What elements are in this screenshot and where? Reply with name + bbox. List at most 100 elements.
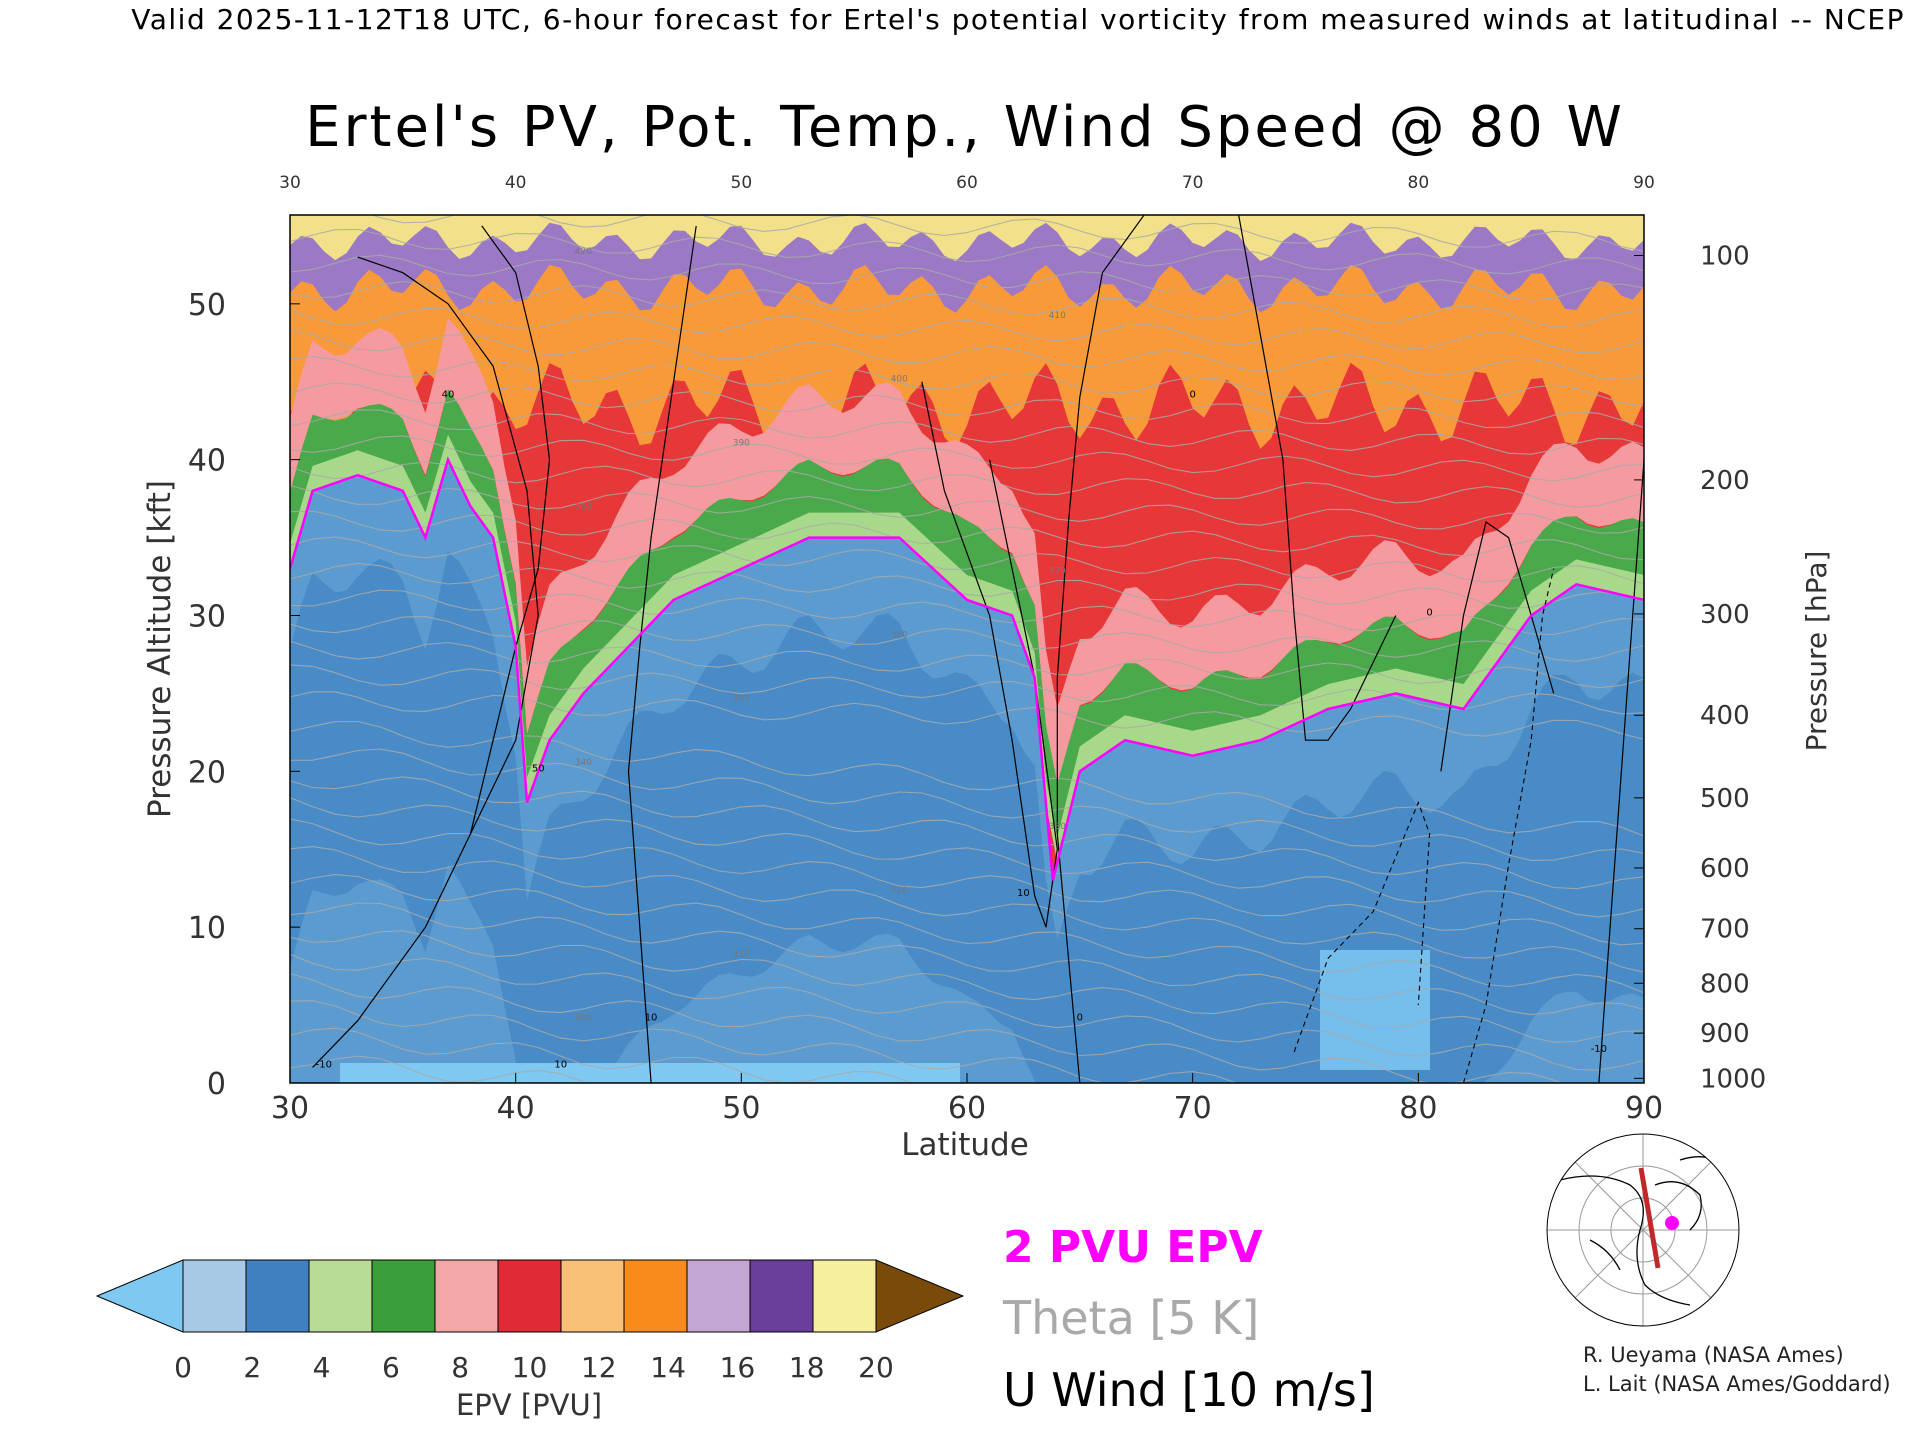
- y-left-tick-label: 0: [207, 1067, 226, 1102]
- theta-line: [290, 846, 1644, 973]
- u-wind-contours: [312, 215, 1644, 1083]
- theta-line: [290, 797, 1644, 918]
- u-wind-line: [627, 225, 697, 1083]
- colorbar-tick-label: 14: [650, 1351, 686, 1384]
- y-left-tick-label: 10: [188, 911, 226, 946]
- theta-line: [290, 307, 1644, 354]
- x-tick-label: 60: [948, 1091, 986, 1126]
- theta-line: [290, 818, 1644, 946]
- theta-line: [290, 228, 1644, 275]
- theta-line: [290, 953, 1644, 1071]
- y-left-tick-label: 30: [188, 599, 226, 634]
- u-wind-line: [921, 381, 1058, 928]
- theta-line: [290, 874, 1644, 994]
- x-axis: 30 40 50 60 70 80 90: [271, 1073, 1663, 1126]
- theta-label: 390: [733, 439, 750, 449]
- u-wind-label: 40: [442, 389, 455, 400]
- theta-line: [290, 1027, 913, 1083]
- u-wind-line: [1440, 521, 1555, 772]
- theta-line: [290, 776, 1644, 890]
- x-tick-label: 30: [271, 1091, 309, 1126]
- u-wind-contour-labels: -10 50 10 10 0 0 0 -10 40 10: [316, 389, 1607, 1070]
- u-wind-label: -10: [316, 1059, 332, 1070]
- x-tick-label: 50: [722, 1091, 760, 1126]
- colorbar-segment: [308, 1259, 373, 1333]
- colorbar-segment: [623, 1259, 688, 1333]
- u-wind-label: 0: [1426, 607, 1432, 618]
- u-wind-label: 0: [1077, 1013, 1083, 1024]
- x-tick-label: 90: [1625, 1091, 1663, 1126]
- colorbar: 0 2 4 6 8 10 12 14 16 18 20: [95, 1259, 965, 1384]
- theta-label: 300: [575, 1014, 592, 1024]
- legend-uwind: U Wind [10 m/s]: [1003, 1363, 1375, 1417]
- top-x-tick-label: 60: [956, 173, 978, 193]
- y-right-tick-label: 1000: [1700, 1064, 1766, 1094]
- u-wind-label: 50: [532, 763, 545, 774]
- x-axis-label: Latitude: [901, 1127, 1029, 1163]
- theta-label: 400: [891, 375, 908, 385]
- top-x-tick-label: 70: [1182, 173, 1204, 193]
- y-right-tick-label: 700: [1700, 915, 1750, 945]
- theta-label: 320: [891, 886, 908, 896]
- theta-line: [290, 562, 1644, 609]
- theta-label: 340: [575, 758, 592, 768]
- y-right-tick-label: 600: [1700, 854, 1750, 884]
- x-tick-label: 70: [1174, 1091, 1212, 1126]
- colorbar-tick-label: 4: [313, 1351, 331, 1384]
- theta-line: [290, 720, 1644, 837]
- y-right-tick-label: 200: [1700, 466, 1750, 496]
- right-y-axis: 100 200 300 400 500 600 700 800 900 1000: [1634, 242, 1766, 1094]
- colorbar-segment: [245, 1259, 310, 1333]
- valid-time-header: Valid 2025-11-12T18 UTC, 6-hour forecast…: [131, 3, 1905, 36]
- colorbar-segment: [497, 1259, 562, 1333]
- theta-line: [290, 664, 1644, 715]
- colorbar-segment: [434, 1259, 499, 1333]
- epv-band-yellow: [290, 215, 1644, 262]
- credit-line-2: L. Lait (NASA Ames/Goddard): [1583, 1372, 1891, 1396]
- theta-line: [290, 748, 1644, 861]
- theta-label: 370: [1049, 566, 1066, 576]
- theta-line: [290, 409, 1644, 455]
- theta-line: [290, 589, 1644, 636]
- epv-band-purple: [290, 215, 1644, 313]
- theta-line: [290, 691, 1644, 740]
- colorbar-label: EPV [PVU]: [456, 1388, 602, 1422]
- surface-lightblue-patch: [1320, 950, 1430, 1070]
- y-right-tick-label: 900: [1700, 1019, 1750, 1049]
- epv-band-darkblue: [290, 551, 1644, 1083]
- colorbar-tick-label: 8: [451, 1351, 469, 1384]
- theta-line: [290, 1055, 588, 1083]
- theta-label: 330: [1049, 822, 1066, 832]
- y-axis-right-label: Pressure [hPa]: [1800, 551, 1833, 752]
- theta-line: [290, 510, 1644, 561]
- theta-line: [290, 1000, 1238, 1083]
- theta-contour-labels: 300 310 320 330 340 350 360 370 380 390 400 410 420: [575, 247, 1066, 1024]
- theta-line: [290, 616, 1644, 662]
- colorbar-tick-label: 0: [174, 1351, 192, 1384]
- y-left-tick-label: 20: [188, 755, 226, 790]
- location-marker: [1665, 1216, 1679, 1230]
- theta-line: [290, 484, 1644, 534]
- y-right-tick-label: 500: [1700, 784, 1750, 814]
- theta-line: [290, 536, 1644, 585]
- top-x-tick-label: 80: [1408, 173, 1430, 193]
- u-wind-line: [1598, 459, 1644, 1083]
- y-right-tick-label: 400: [1700, 701, 1750, 731]
- u-wind-label: 10: [645, 1013, 658, 1024]
- section-track: [1638, 1167, 1661, 1269]
- colorbar-tick-label: 20: [858, 1351, 894, 1384]
- u-wind-label: 10: [1017, 888, 1030, 899]
- y-axis-left-label: Pressure Altitude [kft]: [142, 480, 178, 818]
- epv-band-pink: [290, 318, 1644, 785]
- u-wind-negative-line: [1293, 800, 1431, 1052]
- theta-line: [290, 902, 1644, 1016]
- u-wind-label: -10: [1591, 1044, 1607, 1055]
- u-wind-line: [312, 256, 539, 1068]
- theta-line: [290, 435, 1644, 482]
- colorbar-segment: [371, 1259, 436, 1333]
- colorbar-tick-label: 12: [581, 1351, 617, 1384]
- colorbar-segment: [182, 1259, 247, 1333]
- colorbar-tick-label: 10: [512, 1351, 548, 1384]
- theta-line: [290, 461, 1644, 508]
